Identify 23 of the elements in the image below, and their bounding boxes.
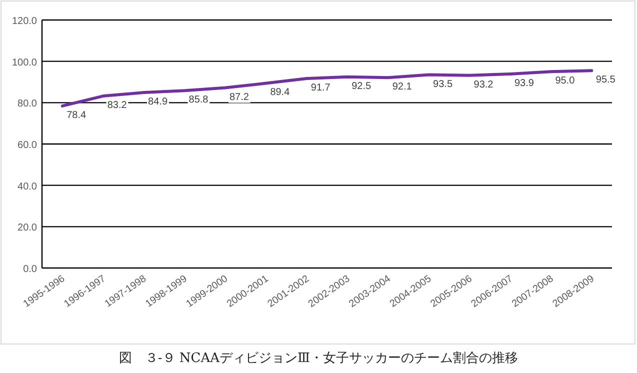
y-tick-label: 60.0 xyxy=(18,140,38,151)
text: 89.4 xyxy=(270,87,290,98)
y-tick-label: 0.0 xyxy=(23,264,38,275)
text: 93.2 xyxy=(474,79,494,90)
line-series xyxy=(60,69,594,108)
y-tick-label: 80.0 xyxy=(18,98,38,110)
text: 84.9 xyxy=(148,96,168,108)
text: 92.1 xyxy=(392,82,412,93)
caption: 図 ３-９ NCAAディビジョンⅢ・女子サッカーのチーム割合の推移 xyxy=(118,351,518,366)
text: 91.7 xyxy=(310,82,330,94)
text: 95.0 xyxy=(555,76,575,87)
text: 93.5 xyxy=(433,78,453,90)
text: 95.5 xyxy=(596,74,616,86)
text: 93.9 xyxy=(514,78,534,89)
y-tick-label: 20.0 xyxy=(18,222,38,234)
text: 92.5 xyxy=(352,80,372,92)
text: 85.8 xyxy=(188,94,208,106)
y-tick-label: 120.0 xyxy=(12,16,38,27)
y-tick-label: 100.0 xyxy=(12,57,38,68)
text: 87.2 xyxy=(229,92,249,103)
text: 78.4 xyxy=(66,110,86,121)
text: 83.2 xyxy=(107,100,127,112)
y-tick-label: 40.0 xyxy=(18,181,38,192)
